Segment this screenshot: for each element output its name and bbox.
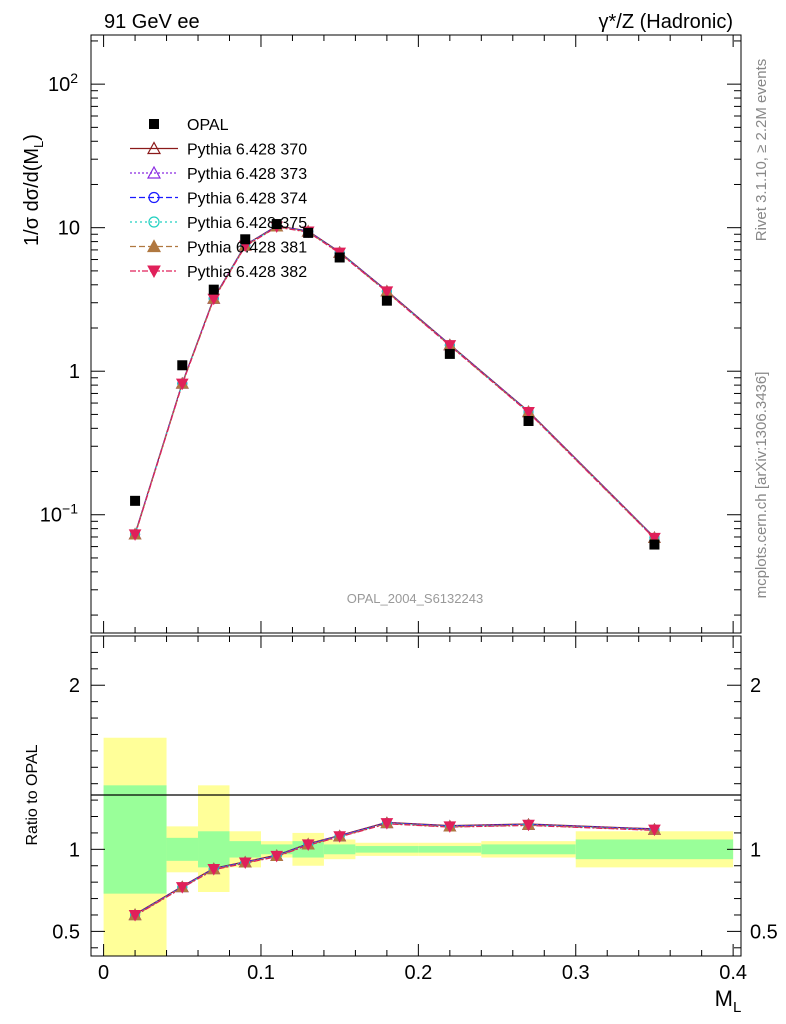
mc-series-point xyxy=(128,529,142,541)
legend-marker xyxy=(147,265,161,279)
ratio-uncertainty-band-green xyxy=(323,844,356,855)
ratio-uncertainty-band-green xyxy=(103,785,167,894)
ratio-series-point xyxy=(238,857,252,869)
mc-series-line xyxy=(134,226,655,539)
opal-data-point xyxy=(334,252,345,263)
ratio-y-axis-title: Ratio to OPAL xyxy=(24,744,41,845)
legend-label: Pythia 6.428 370 xyxy=(187,142,307,159)
ratio-x-tick-label: 0.2 xyxy=(404,962,432,984)
legend-marker xyxy=(146,165,162,179)
ratio-x-tick-label: 0.3 xyxy=(562,962,590,984)
mcplots-label: mcplots.cern.ch [arXiv:1306.3436] xyxy=(753,372,770,599)
ratio-uncertainty-band-green xyxy=(355,846,419,853)
legend-marker xyxy=(146,239,162,253)
ratio-y-tick-label-left: 0.5 xyxy=(52,921,80,943)
ratio-series-point xyxy=(443,821,457,833)
legend-marker xyxy=(148,216,160,228)
ratio-y-tick-label-left: 2 xyxy=(69,675,80,697)
analysis-watermark: OPAL_2004_S6132243 xyxy=(347,591,483,606)
ratio-marks xyxy=(128,816,661,922)
main-y-axis-title: 1/σ dσ/d(ML) xyxy=(21,134,46,246)
energy-label: 91 GeV ee xyxy=(104,11,200,33)
rivet-label: Rivet 3.1.10, ≥ 2.2M events xyxy=(753,59,770,242)
mc-series-point xyxy=(443,340,457,352)
ratio-y-tick-label-right: 1 xyxy=(750,839,761,861)
main-y-tick-label: 10−1 xyxy=(40,501,78,527)
main-frame xyxy=(90,34,742,634)
ratio-series-point xyxy=(380,818,394,830)
ratio-uncertainty-band-green xyxy=(166,837,199,861)
ratio-y-tick-label-left: 1 xyxy=(69,839,80,861)
main-plot: 102 10 1 10−1 OPAL_2004_S6132243 1/σ dσ/d(M… xyxy=(21,34,742,634)
mc-series-point xyxy=(648,532,661,545)
main-y-tick-label: 102 xyxy=(48,70,78,96)
ratio-series-point xyxy=(128,909,142,922)
ratio-series-point xyxy=(175,882,189,894)
ratio-plot: 0 0.1 0.2 0.3 0.40.5 0.51 12 2 Ratio to OPAL ML xyxy=(24,635,778,1016)
opal-data-point xyxy=(303,227,314,238)
opal-data-point xyxy=(271,219,282,230)
opal-data-point xyxy=(649,539,660,550)
legend: OPAL Pythia 6.428 370 Pythia 6.428 373 Pyth… xyxy=(130,117,307,281)
ratio-x-tick-label: 0.1 xyxy=(247,962,275,984)
legend-label: Pythia 6.428 375 xyxy=(187,215,307,232)
mc-series-point xyxy=(522,406,535,419)
mc-series-point xyxy=(175,378,189,391)
ratio-bands xyxy=(103,737,734,956)
ratio-frame xyxy=(90,635,742,957)
ratio-series-point xyxy=(270,850,284,863)
main-y-tick-label: 10 xyxy=(58,218,80,240)
legend-marker-opal xyxy=(149,119,159,129)
ratio-x-tick-label: 0 xyxy=(98,962,109,984)
legend-marker xyxy=(146,141,162,155)
legend-label: Pythia 6.428 374 xyxy=(187,191,307,208)
ratio-y-tick-label-right: 2 xyxy=(750,675,761,697)
main-marks xyxy=(128,219,661,550)
ratio-series-point xyxy=(522,819,535,832)
main-y-tick-label: 1 xyxy=(69,361,80,383)
opal-data-point xyxy=(208,284,219,295)
legend-marker xyxy=(148,191,160,204)
ratio-series-point xyxy=(301,839,315,851)
ratio-series-point xyxy=(207,864,221,876)
ratio-uncertainty-band-green xyxy=(229,841,261,858)
mc-series-point xyxy=(380,286,394,298)
ratio-x-tick-label: 0.4 xyxy=(719,962,747,984)
ratio-y-tick-label-right: 0.5 xyxy=(750,921,778,943)
legend-label: Pythia 6.428 373 xyxy=(187,166,307,183)
ratio-series-point xyxy=(648,824,661,837)
process-label: γ*/Z (Hadronic) xyxy=(599,11,733,33)
opal-data-point xyxy=(523,415,534,426)
opal-data-point xyxy=(177,360,188,371)
opal-data-point xyxy=(381,295,392,306)
x-axis-title: ML xyxy=(715,986,742,1016)
main-ticks: 102 10 1 10−1 xyxy=(40,35,741,633)
ratio-uncertainty-band-green xyxy=(575,839,734,860)
legend-label-opal: OPAL xyxy=(187,117,229,134)
ratio-series-point xyxy=(333,831,347,843)
legend-label: Pythia 6.428 381 xyxy=(187,240,307,257)
ratio-uncertainty-band-green xyxy=(198,831,230,868)
legend-label: Pythia 6.428 382 xyxy=(187,264,307,281)
ratio-uncertainty-band-green xyxy=(481,844,576,855)
opal-data-point xyxy=(240,234,251,245)
ratio-uncertainty-band-green xyxy=(418,846,482,853)
opal-data-point xyxy=(130,495,141,506)
ratio-ticks: 0 0.1 0.2 0.3 0.40.5 0.51 12 2 xyxy=(52,636,778,984)
opal-data-point xyxy=(444,348,455,359)
